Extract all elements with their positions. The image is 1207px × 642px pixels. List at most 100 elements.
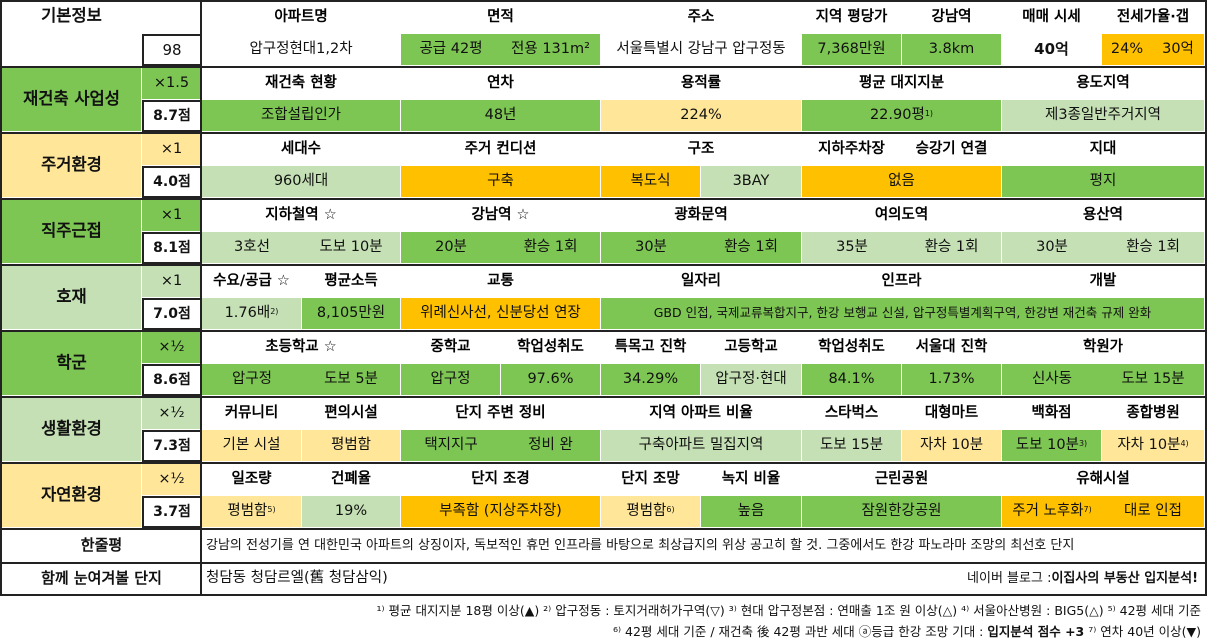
households-header: 세대수 — [202, 134, 401, 166]
rebuild-title: 재건축 사업성 — [2, 68, 142, 132]
amenities-header: 편의시설 — [302, 398, 401, 430]
gangnam-distance-value: 3.8km — [902, 34, 1002, 66]
rebuild-far-header: 용적률 — [601, 68, 802, 100]
sunlight-header: 일조량 — [202, 464, 302, 496]
sunlight-value: 평범함 5) — [202, 496, 302, 528]
gangnam-time-value: 20분 — [401, 232, 501, 264]
summary-label: 한줄평 — [2, 530, 202, 562]
gwanghwamun-time-value: 30분 — [601, 232, 701, 264]
divider-4 — [0, 264, 1207, 266]
underground-parking-header: 지하주차장 — [802, 134, 902, 166]
divider-1 — [0, 66, 1207, 68]
green-ratio-header: 녹지 비율 — [701, 464, 802, 496]
snu-admission-header: 서울대 진학 — [902, 332, 1002, 364]
elementary-walk-value: 도보 5분 — [302, 364, 401, 396]
surroundings-status-value: 정비 완 — [501, 430, 601, 462]
high-school-value: 압구정·현대 — [701, 364, 802, 396]
academy-area-value: 신사동 — [1002, 364, 1102, 396]
structure-header: 구조 — [601, 134, 802, 166]
condition-header: 주거 컨디션 — [401, 134, 601, 166]
life-multiplier: ×½ — [142, 398, 202, 430]
commute-title: 직주근접 — [2, 200, 142, 264]
starbucks-header: 스타벅스 — [802, 398, 902, 430]
hospital-value: 자차 10분 4) — [1102, 430, 1205, 462]
middle-school-header: 중학교 — [401, 332, 501, 364]
border-left — [0, 0, 2, 596]
middle-school-value: 압구정 — [401, 364, 501, 396]
header-apt-name: 아파트명 — [202, 2, 401, 34]
header-pyeong-price: 지역 평당가 — [802, 2, 902, 34]
header-gangnam-station: 강남역 — [902, 2, 1002, 34]
gap-value: 30억 — [1152, 34, 1205, 66]
rebuild-far-value: 224% — [601, 100, 802, 132]
pyeong-price-value: 7,368만원 — [802, 34, 902, 66]
hospital-header: 종합병원 — [1102, 398, 1205, 430]
compare-value: 청담동 청담르엘(舊 청담삼익) — [202, 564, 802, 594]
hazard-header: 유해시설 — [1002, 464, 1205, 496]
coverage-ratio-value: 19% — [302, 496, 401, 528]
compare-label: 함께 눈여겨볼 단지 — [2, 564, 202, 594]
condition-age-value: 구축 — [401, 166, 601, 198]
terrain-value: 평지 — [1002, 166, 1205, 198]
starbucks-value: 도보 15분 — [802, 430, 902, 462]
terrain-header: 지대 — [1002, 134, 1205, 166]
summary-text: 강남의 전성기를 연 대한민국 아파트의 상징이자, 독보적인 휴먼 인프라를 … — [202, 530, 1205, 562]
divider-8 — [0, 528, 1207, 530]
divider-6 — [0, 396, 1207, 398]
border-top — [0, 0, 1207, 2]
nature-multiplier: ×½ — [142, 464, 202, 496]
jobs-header: 일자리 — [601, 266, 802, 298]
rebuild-multiplier: ×1.5 — [142, 68, 202, 100]
hazard-aging-value: 주거 노후화 7) — [1002, 496, 1102, 528]
surroundings-type-value: 택지지구 — [401, 430, 501, 462]
high-achievement-header: 학업성취도 — [802, 332, 902, 364]
commute-score: 8.1점 — [142, 232, 202, 264]
special-hs-header: 특목고 진학 — [601, 332, 701, 364]
parking-value: 없음 — [802, 166, 1002, 198]
park-header: 근린공원 — [802, 464, 1002, 496]
apt-name-value: 압구정현대1,2차 — [202, 34, 401, 66]
blog-name: 이집사의 부동산 입지분석! — [1051, 571, 1198, 586]
rebuild-status-value: 조합설립인가 — [202, 100, 401, 132]
divider-7 — [0, 462, 1207, 464]
subway-line-value: 3호선 — [202, 232, 302, 264]
yeouido-transfer-value: 환승 1회 — [902, 232, 1002, 264]
area-supply-value: 공급 42평 — [401, 34, 501, 66]
subway-walk-value: 도보 10분 — [302, 232, 401, 264]
blog-credit: 네이버 블로그 : 이집사의 부동산 입지분석! — [802, 564, 1205, 594]
yeouido-time-value: 35분 — [802, 232, 902, 264]
transport-header: 교통 — [401, 266, 601, 298]
amenities-value: 평범함 — [302, 430, 401, 462]
development-header: 개발 — [1002, 266, 1205, 298]
sale-price-value: 40억 — [1002, 34, 1102, 66]
department-store-value: 도보 10분 3) — [1002, 430, 1102, 462]
divider-2 — [0, 132, 1207, 134]
department-store-header: 백화점 — [1002, 398, 1102, 430]
school-title: 학군 — [2, 332, 142, 396]
area-exclusive-value: 전용 131m² — [501, 34, 601, 66]
label-column-divider — [200, 0, 202, 596]
jeonse-rate-value: 24% — [1102, 34, 1152, 66]
condition-corridor-value: 복도식 — [601, 166, 701, 198]
border-right — [1205, 0, 1207, 596]
subway-header: 지하철역 ☆ — [202, 200, 401, 232]
infra-header: 인프라 — [802, 266, 1002, 298]
community-header: 커뮤니티 — [202, 398, 302, 430]
yongsan-header: 용산역 — [1002, 200, 1205, 232]
middle-achievement-value: 97.6% — [501, 364, 601, 396]
basic-title: 기본정보 — [2, 2, 142, 32]
elevator-header: 승강기 연결 — [902, 134, 1002, 166]
total-score: 98 — [142, 34, 202, 66]
hojae-title: 호재 — [2, 266, 142, 330]
hazard-road-value: 대로 인접 — [1102, 496, 1205, 528]
park-value: 잠원한강공원 — [802, 496, 1002, 528]
border-bottom — [0, 594, 1207, 596]
life-title: 생활환경 — [2, 398, 142, 462]
footnote-line-1: ¹⁾ 평균 대지지분 18평 이상(▲) ²⁾ 압구정동 : 토지거래허가구역(… — [376, 603, 1201, 618]
header-sale-price: 매매 시세 — [1002, 2, 1102, 34]
high-achievement-value: 84.1% — [802, 364, 902, 396]
landscaping-value: 부족함 (지상주차장) — [401, 496, 601, 528]
supply-demand-header: 수요/공급 ☆ — [202, 266, 302, 298]
community-value: 기본 시설 — [202, 430, 302, 462]
special-hs-value: 34.29% — [601, 364, 701, 396]
